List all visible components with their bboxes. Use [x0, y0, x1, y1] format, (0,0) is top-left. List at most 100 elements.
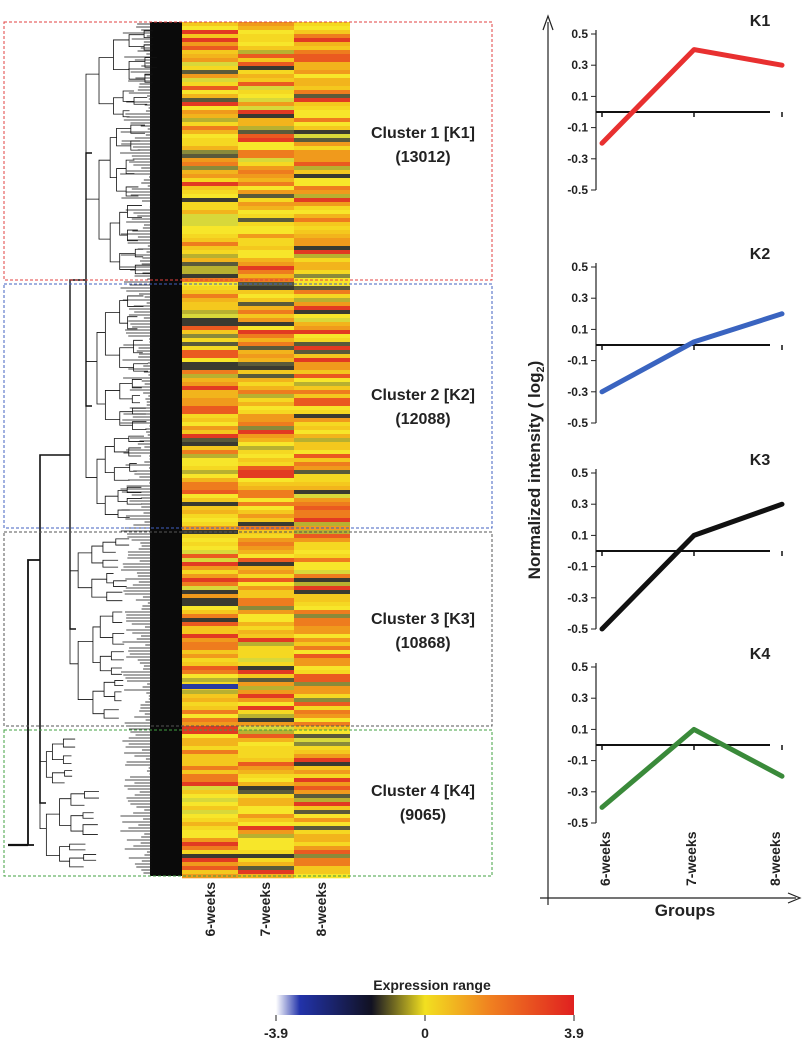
heatmap-cell	[238, 198, 294, 203]
heatmap-cell	[294, 294, 350, 299]
heatmap-cell	[182, 710, 238, 715]
heatmap-cell	[294, 658, 350, 663]
heatmap-cell	[294, 338, 350, 343]
heatmap-cell	[294, 354, 350, 359]
heatmap-cell	[294, 222, 350, 227]
heatmap-cell	[238, 234, 294, 239]
dendrogram-branch	[92, 690, 105, 715]
heatmap-cell	[294, 622, 350, 627]
heatmap-cell	[238, 106, 294, 111]
heatmap-cell	[182, 634, 238, 639]
heatmap-cell	[238, 158, 294, 163]
heatmap-cell	[294, 82, 350, 87]
heatmap-cell	[182, 826, 238, 831]
heatmap-cell	[294, 110, 350, 115]
dendrogram-branch	[106, 591, 123, 602]
heatmap-cell	[294, 22, 350, 27]
heatmap-cell	[238, 418, 294, 423]
heatmap-cell	[182, 134, 238, 139]
heatmap-cell	[294, 178, 350, 183]
heatmap-cell	[238, 746, 294, 751]
heatmap-cell	[182, 70, 238, 75]
heatmap-cell	[294, 566, 350, 571]
heatmap-cell	[182, 30, 238, 35]
dendrogram-branch	[129, 463, 137, 472]
heatmap-cell	[238, 770, 294, 775]
heatmap-cell	[238, 370, 294, 375]
dendrogram-branch	[104, 390, 120, 420]
heatmap-cell	[294, 834, 350, 839]
heatmap-cell	[238, 646, 294, 651]
heatmap-cell	[294, 762, 350, 767]
heatmap-cell	[294, 558, 350, 563]
heatmap-cell	[238, 346, 294, 351]
y-tick-label: -0.5	[567, 816, 588, 830]
heatmap-cell	[182, 570, 238, 575]
heatmap-cell	[294, 814, 350, 819]
heatmap-cell	[182, 562, 238, 567]
heatmap-cell	[294, 342, 350, 347]
cluster-box-k1	[3, 21, 493, 281]
heatmap-cell	[238, 818, 294, 823]
heatmap-cell	[182, 290, 238, 295]
heatmap-cell	[238, 398, 294, 403]
heatmap-cell	[294, 42, 350, 47]
heatmap-cell	[238, 490, 294, 495]
heatmap-cell	[294, 494, 350, 499]
heatmap-cell	[238, 334, 294, 339]
heatmap-cell	[238, 422, 294, 427]
heatmap-cell	[294, 186, 350, 191]
dendrogram-branch	[69, 857, 84, 868]
dendrogram-branch	[132, 407, 146, 415]
heatmap-cell	[238, 738, 294, 743]
heatmap-cell	[294, 818, 350, 823]
heatmap-cell	[182, 758, 238, 763]
heatmap-cell	[182, 258, 238, 263]
series-line-k3	[599, 501, 785, 632]
heatmap-cell	[238, 534, 294, 539]
heatmap-cell	[238, 870, 294, 875]
heatmap-cell	[294, 446, 350, 451]
heatmap-cell	[182, 238, 238, 243]
panel-title-k3: K3	[750, 452, 771, 469]
heatmap-cell	[238, 678, 294, 683]
heatmap-cell	[294, 166, 350, 171]
heatmap-cell	[238, 430, 294, 435]
heatmap-cell	[238, 414, 294, 419]
heatmap-cell	[294, 490, 350, 495]
heatmap-cell	[182, 602, 238, 607]
heatmap-cell	[238, 66, 294, 71]
heatmap-cell	[294, 302, 350, 307]
heatmap-cell	[238, 590, 294, 595]
heatmap-cell	[238, 410, 294, 415]
heatmap-cell	[238, 286, 294, 291]
heatmap-cell	[238, 30, 294, 35]
series-line-k4	[599, 726, 785, 810]
heatmap-cell	[182, 730, 238, 735]
dendrogram-branch	[104, 312, 120, 356]
heatmap-cell	[294, 642, 350, 647]
heatmap-cell	[294, 574, 350, 579]
heatmap-cell	[294, 774, 350, 779]
heatmap-cell	[294, 582, 350, 587]
heatmap-cell	[182, 398, 238, 403]
dendrogram-branch	[113, 580, 127, 587]
heatmap-cell	[294, 722, 350, 727]
heatmap-cell	[238, 242, 294, 247]
heatmap-cell	[294, 542, 350, 547]
heatmap-cell	[238, 246, 294, 251]
heatmap-cell	[238, 858, 294, 863]
dendrogram-branch	[133, 339, 143, 354]
heatmap-cell	[182, 794, 238, 799]
heatmap-cell	[182, 138, 238, 143]
dendrogram-branch	[110, 667, 122, 675]
x-tick-label-7wk: 7-weeks	[683, 831, 699, 886]
heatmap-cell	[182, 166, 238, 171]
heatmap-cell	[182, 50, 238, 55]
heatmap-cell	[294, 238, 350, 243]
heatmap-cell	[294, 158, 350, 163]
heatmap-cell	[238, 754, 294, 759]
heatmap-cell	[182, 754, 238, 759]
heatmap-cell	[238, 694, 294, 699]
x-tick-label-8wk: 8-weeks	[767, 831, 783, 886]
